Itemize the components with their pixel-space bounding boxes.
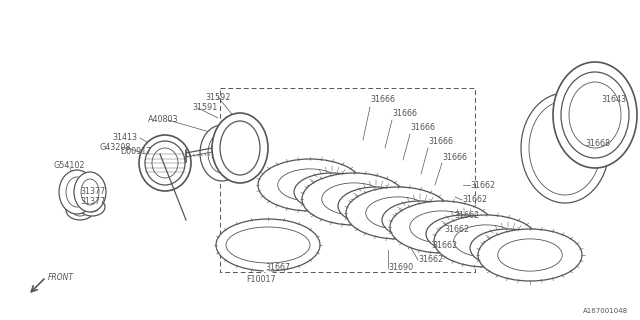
Ellipse shape <box>59 170 95 214</box>
Ellipse shape <box>338 187 414 225</box>
Ellipse shape <box>322 183 387 215</box>
Ellipse shape <box>302 173 406 225</box>
Ellipse shape <box>569 82 621 148</box>
Ellipse shape <box>216 219 320 271</box>
Ellipse shape <box>85 202 99 212</box>
Ellipse shape <box>487 237 529 259</box>
Text: 31662: 31662 <box>432 241 457 250</box>
Text: FRONT: FRONT <box>48 273 74 282</box>
Ellipse shape <box>366 197 430 229</box>
Ellipse shape <box>498 239 563 271</box>
Text: 31377: 31377 <box>80 197 105 206</box>
Ellipse shape <box>470 229 546 267</box>
Text: D00917: D00917 <box>120 148 152 156</box>
Ellipse shape <box>434 215 538 267</box>
Text: 31662: 31662 <box>462 196 487 204</box>
Text: 31413: 31413 <box>112 133 137 142</box>
Text: A40803: A40803 <box>148 116 179 124</box>
Text: 31591: 31591 <box>192 103 217 113</box>
Ellipse shape <box>139 135 191 191</box>
Ellipse shape <box>66 177 88 207</box>
Text: 31377: 31377 <box>80 188 105 196</box>
Ellipse shape <box>278 169 342 201</box>
Text: F10017: F10017 <box>246 276 276 284</box>
Text: G43208: G43208 <box>100 143 131 153</box>
Ellipse shape <box>81 179 99 205</box>
Ellipse shape <box>346 187 450 239</box>
Text: 31662: 31662 <box>418 255 443 265</box>
Ellipse shape <box>426 215 502 253</box>
Ellipse shape <box>553 62 637 168</box>
Text: 31666: 31666 <box>392 108 417 117</box>
Ellipse shape <box>72 204 88 216</box>
Text: 31690: 31690 <box>388 263 413 273</box>
Text: 31662: 31662 <box>444 226 469 235</box>
Ellipse shape <box>212 113 268 183</box>
Text: 31666: 31666 <box>370 95 395 105</box>
Text: 31666: 31666 <box>410 123 435 132</box>
Text: 31666: 31666 <box>428 137 453 146</box>
Ellipse shape <box>382 201 458 239</box>
Text: 31643: 31643 <box>601 95 626 105</box>
Text: 31592: 31592 <box>205 92 230 101</box>
Ellipse shape <box>561 72 629 158</box>
Ellipse shape <box>66 200 94 220</box>
Text: 31666: 31666 <box>442 153 467 162</box>
Text: A167001048: A167001048 <box>583 308 628 314</box>
Ellipse shape <box>220 121 260 175</box>
Text: 31662: 31662 <box>470 180 495 189</box>
Ellipse shape <box>355 196 397 216</box>
Ellipse shape <box>443 224 485 244</box>
Ellipse shape <box>390 201 494 253</box>
Ellipse shape <box>145 141 185 185</box>
Ellipse shape <box>410 211 474 243</box>
Text: 31662: 31662 <box>454 211 479 220</box>
Ellipse shape <box>74 172 106 212</box>
Text: G54102: G54102 <box>53 161 84 170</box>
Ellipse shape <box>152 148 178 178</box>
Ellipse shape <box>294 173 370 211</box>
Ellipse shape <box>79 198 105 216</box>
Ellipse shape <box>311 181 353 203</box>
Ellipse shape <box>399 210 441 230</box>
Text: 31667: 31667 <box>266 263 291 273</box>
Ellipse shape <box>226 227 310 263</box>
Ellipse shape <box>200 125 244 181</box>
Ellipse shape <box>478 229 582 281</box>
Ellipse shape <box>521 93 609 203</box>
Text: 31668: 31668 <box>585 139 610 148</box>
Ellipse shape <box>258 159 362 211</box>
Ellipse shape <box>454 225 518 257</box>
Ellipse shape <box>529 101 601 195</box>
Ellipse shape <box>208 133 236 173</box>
